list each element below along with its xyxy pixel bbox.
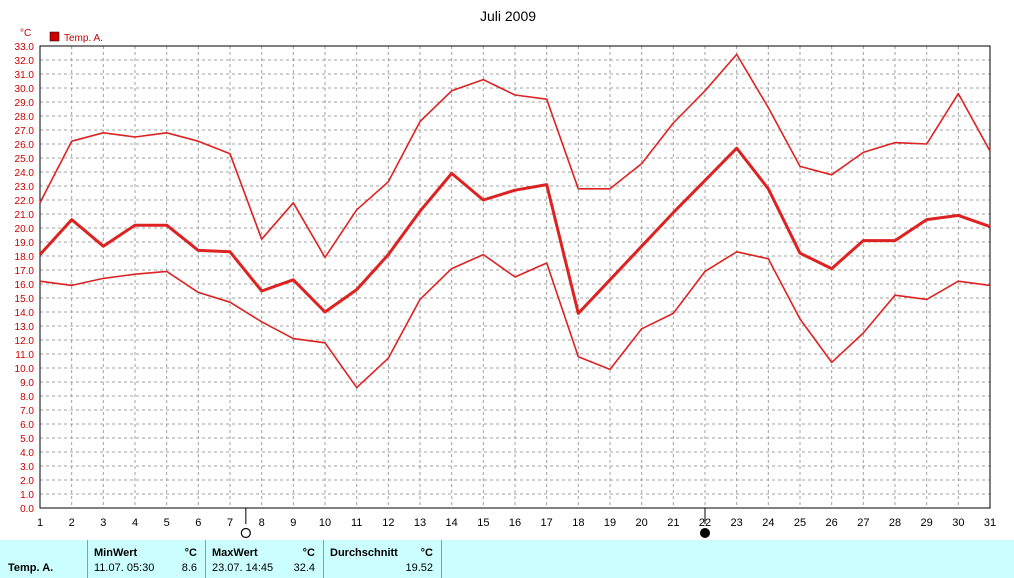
stats-panel: Temp. A. MinWert °C 11.07. 05:30 8.6 Max…	[0, 540, 1014, 578]
y-tick-label: 12.0	[15, 336, 35, 347]
max-value: 32.4	[293, 562, 315, 574]
y-tick-label: 0.0	[20, 504, 34, 515]
y-tick-label: 16.0	[15, 280, 35, 291]
legend-label: Temp. A.	[64, 33, 103, 44]
y-tick-label: 20.0	[15, 224, 35, 235]
y-tick-label: 11.0	[15, 350, 34, 361]
x-tick-label: 8	[259, 517, 265, 529]
y-tick-label: 29.0	[15, 98, 35, 109]
y-tick-label: 21.0	[15, 210, 35, 221]
min-value: 8.6	[181, 562, 197, 574]
x-tick-label: 29	[921, 517, 933, 529]
x-tick-label: 27	[857, 517, 869, 529]
y-tick-label: 25.0	[15, 154, 35, 165]
x-tick-label: 18	[572, 517, 584, 529]
stats-min-cell: MinWert °C 11.07. 05:30 8.6	[88, 540, 206, 578]
full-moon-icon	[240, 527, 251, 539]
y-tick-label: 15.0	[15, 294, 35, 305]
x-tick-label: 16	[509, 517, 521, 529]
min-unit: °C	[184, 547, 197, 559]
y-tick-label: 24.0	[15, 168, 35, 179]
x-tick-label: 5	[164, 517, 170, 529]
y-tick-label: 22.0	[15, 196, 35, 207]
x-tick-label: 28	[889, 517, 901, 529]
x-tick-label: 21	[667, 517, 679, 529]
y-tick-label: 28.0	[15, 112, 35, 123]
series-line-max	[39, 53, 991, 259]
x-tick-label: 12	[382, 517, 394, 529]
chart-title: Juli 2009	[480, 8, 536, 24]
x-tick-label: 19	[604, 517, 616, 529]
x-tick-label: 15	[477, 517, 489, 529]
y-tick-label: 23.0	[15, 182, 35, 193]
x-tick-label: 9	[290, 517, 296, 529]
y-tick-label: 31.0	[15, 70, 35, 81]
x-tick-label: 26	[826, 517, 838, 529]
x-tick-label: 30	[952, 517, 964, 529]
x-tick-label: 3	[100, 517, 106, 529]
y-tick-label: 8.0	[20, 392, 34, 403]
stats-row-label: Temp. A.	[8, 562, 54, 574]
x-tick-label: 23	[731, 517, 743, 529]
y-tick-label: 26.0	[15, 140, 35, 151]
avg-unit: °C	[420, 547, 433, 559]
min-when: 11.07. 05:30	[94, 562, 155, 574]
series-lines	[38, 53, 991, 389]
x-tick-label: 1	[37, 517, 43, 529]
stats-max-cell: MaxWert °C 23.07. 14:45 32.4	[206, 540, 324, 578]
x-tick-label: 31	[984, 517, 996, 529]
y-tick-label: 27.0	[15, 126, 35, 137]
y-tick-label: 6.0	[20, 420, 34, 431]
avg-value: 19.52	[405, 562, 433, 574]
y-tick-label: 33.0	[15, 42, 35, 53]
temperature-chart: Juli 2009 °C Temp. A. 0.0 1.0 2.0 3.0 4.0 5.0…	[15, 8, 996, 539]
min-header: MinWert	[94, 547, 138, 559]
max-when: 23.07. 14:45	[212, 562, 274, 574]
y-tick-label: 2.0	[20, 476, 34, 487]
avg-header: Durchschnitt	[330, 547, 398, 559]
x-axis-ticks: 1 2 3 4 5 6 7 8 9 10 11 12 13 14 15 16 17 18 19 20 21 22 23 24 2…	[37, 517, 996, 529]
y-tick-label: 7.0	[20, 406, 34, 417]
x-tick-label: 10	[319, 517, 331, 529]
y-tick-label: 4.0	[20, 448, 34, 459]
legend-swatch	[49, 31, 60, 42]
y-tick-label: 1.0	[20, 490, 34, 501]
x-tick-label: 24	[762, 517, 774, 529]
x-tick-label: 7	[227, 517, 233, 529]
y-unit-label: °C	[20, 28, 31, 39]
plot-frame	[39, 45, 991, 509]
x-tick-label: 6	[195, 517, 201, 529]
x-tick-label: 2	[69, 517, 75, 529]
x-tick-label: 4	[132, 517, 138, 529]
x-tick-label: 20	[636, 517, 648, 529]
y-tick-label: 17.0	[15, 266, 35, 277]
x-tick-label: 17	[541, 517, 553, 529]
y-tick-label: 5.0	[20, 434, 34, 445]
y-tick-label: 10.0	[15, 364, 35, 375]
new-moon-icon	[700, 528, 710, 538]
y-tick-label: 19.0	[15, 238, 35, 249]
y-axis-ticks: 0.0 1.0 2.0 3.0 4.0 5.0 6.0 7.0 8.0 9.0 10.0 11.0 12…	[15, 42, 35, 515]
y-tick-label: 18.0	[15, 252, 35, 263]
y-tick-label: 3.0	[20, 462, 34, 473]
stats-row-label-cell: Temp. A.	[0, 540, 88, 578]
x-tick-label: 14	[446, 517, 458, 529]
moon-phase-markers	[240, 508, 710, 539]
x-tick-label: 11	[351, 517, 362, 529]
y-tick-label: 9.0	[20, 378, 34, 389]
y-tick-label: 14.0	[15, 308, 35, 319]
y-tick-label: 13.0	[15, 322, 35, 333]
y-tick-label: 30.0	[15, 84, 35, 95]
grid-lines	[40, 46, 990, 508]
stats-avg-cell: Durchschnitt °C 19.52	[324, 540, 442, 578]
x-tick-label: 25	[794, 517, 806, 529]
series-line-mean	[38, 146, 991, 315]
x-tick-label: 13	[414, 517, 426, 529]
series-line-min	[39, 251, 991, 389]
max-unit: °C	[302, 547, 315, 559]
y-tick-label: 32.0	[15, 56, 35, 67]
max-header: MaxWert	[212, 547, 258, 559]
